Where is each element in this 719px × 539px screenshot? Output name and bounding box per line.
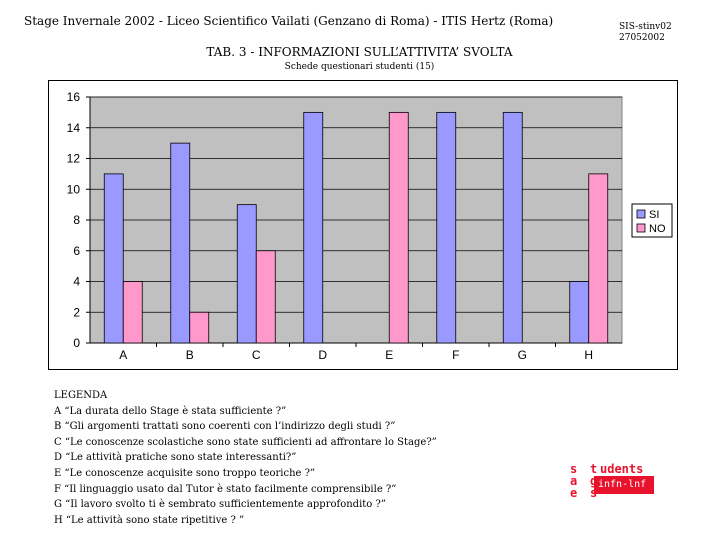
x-tick-label: F [452, 348, 459, 362]
bar-chart: 0 2 4 6 8 10 12 14 16 A B C D E F G H SI NO [48, 80, 678, 370]
bar-no [122, 281, 143, 344]
x-tick-label: B [186, 348, 194, 362]
legend-swatch [636, 223, 646, 233]
bar-no [388, 111, 409, 344]
legend-heading: LEGENDA [54, 390, 108, 401]
legend-item: G “Il lavoro svolto ti è sembrato suffic… [54, 499, 386, 511]
legend-item: H “Le attività sono state ripetitive ? ” [54, 514, 245, 526]
x-tick-label: E [385, 348, 393, 362]
bar-si [303, 111, 324, 344]
document-code-line2: 27052002 [619, 33, 665, 43]
logo-letter-a: a [570, 474, 578, 488]
y-tick-label: 10 [67, 182, 81, 196]
document-code-line1: SIS-stinv02 [619, 22, 672, 32]
logo-letter-g: g [590, 475, 597, 487]
y-tick-label: 12 [67, 152, 81, 166]
logo-letter-e: e [570, 486, 578, 500]
y-tick-label: 16 [67, 90, 81, 104]
logo-udents: udents [600, 462, 644, 476]
y-tick-label: 4 [73, 275, 80, 289]
legend-label: NO [649, 223, 666, 235]
x-tick-label: G [518, 348, 527, 362]
y-tick-label: 2 [73, 305, 80, 319]
bar-no [255, 250, 276, 344]
x-tick-label: H [584, 348, 593, 362]
legend-swatch [636, 209, 646, 219]
y-tick-label: 0 [73, 336, 80, 350]
y-tick-label: 6 [73, 244, 80, 258]
bar-no [189, 311, 210, 344]
x-tick-label: C [252, 348, 261, 362]
logo-infn-box: infn-lnf [594, 476, 654, 494]
legend-item: A “La durata dello Stage è stata suffici… [54, 405, 287, 417]
x-tick-label: D [318, 348, 327, 362]
legend-item: C “Le conoscenze scolastiche sono state … [54, 436, 437, 448]
bar-si [502, 111, 523, 344]
header-text: Stage Invernale 2002 - Liceo Scientifico… [24, 14, 554, 28]
chart-title: TAB. 3 - INFORMAZIONI SULL’ATTIVITA’ SVO… [206, 45, 513, 59]
legend-item: B “Gli argomenti trattati sono coerenti … [54, 421, 396, 433]
document-code: SIS-stinv02 27052002 [619, 22, 672, 44]
bar-si [103, 173, 124, 344]
y-tick-label: 8 [73, 213, 80, 227]
legend-item: E “Le conoscenze acquisite sono troppo t… [54, 467, 316, 479]
question-legend: LEGENDA A “La durata dello Stage è stata … [54, 388, 437, 528]
students-logo: s t udents a g e s infn-lnf [570, 463, 660, 503]
legend-label: SI [649, 209, 659, 221]
legend-item: F “Il linguaggio usato dal Tutor è stato… [54, 483, 397, 495]
y-tick-label: 14 [67, 121, 81, 135]
bar-no [588, 173, 609, 344]
logo-letter-s2: s [590, 487, 597, 499]
logo-letter-s: s [570, 462, 578, 476]
legend-item: D “Le attività pratiche sono state inter… [54, 452, 297, 464]
chart-subtitle: Schede questionari studenti (15) [284, 62, 435, 72]
bar-si [436, 111, 457, 344]
bar-si [236, 204, 257, 344]
x-tick-label: A [119, 348, 127, 362]
logo-letter-t: t [590, 462, 598, 476]
bar-si [569, 281, 590, 344]
bar-si [170, 142, 191, 344]
